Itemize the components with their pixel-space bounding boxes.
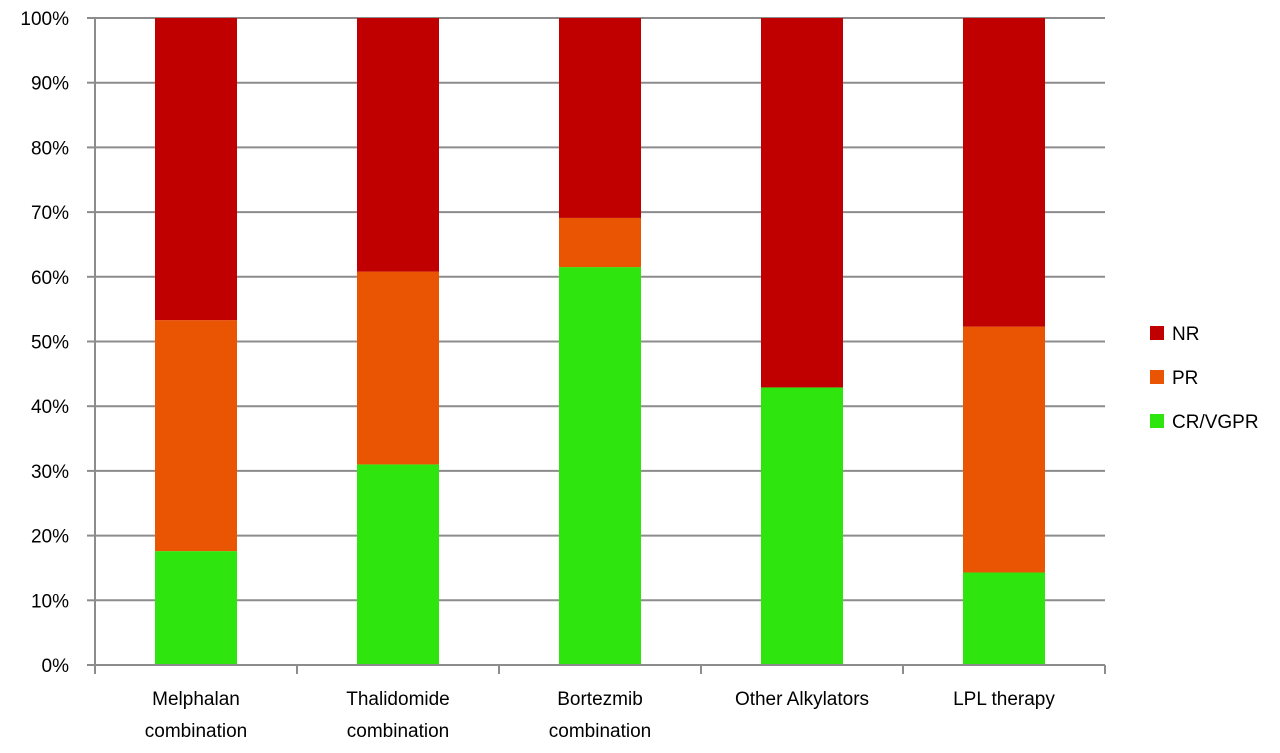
x-tick-label-thalidomide-combination: Thalidomide combination: [346, 689, 450, 742]
x-tick-label-lpl-therapy: LPL therapy: [953, 689, 1055, 710]
bar-pr-thalidomide-combination: [357, 271, 439, 465]
y-tick-label-20: 20%: [31, 527, 69, 548]
bar-nr-other-alkylators: [761, 18, 843, 388]
bar-cr-vgpr-lpl-therapy: [963, 572, 1045, 665]
bar-cr-vgpr-bortezmib-combination: [559, 267, 641, 665]
legend-label-pr: PR: [1172, 368, 1198, 389]
y-tick-label-60: 60%: [31, 268, 69, 289]
y-tick-label-70: 70%: [31, 203, 69, 224]
y-tick-label-10: 10%: [31, 591, 69, 612]
y-tick-label-90: 90%: [31, 74, 69, 95]
x-tick-label-other-alkylators: Other Alkylators: [735, 689, 869, 710]
y-tick-label-80: 80%: [31, 138, 69, 159]
y-tick-label-100: 100%: [20, 9, 69, 30]
bar-cr-vgpr-melphalan-combination: [155, 551, 237, 665]
legend-swatch-pr: [1150, 370, 1164, 384]
x-tick-label-bortezmib-combination: Bortezmib combination: [549, 689, 651, 742]
bar-pr-melphalan-combination: [155, 320, 237, 552]
bar-nr-thalidomide-combination: [357, 18, 439, 272]
y-tick-labels: 0% 10% 20% 30% 40% 50% 60% 70% 80% 90% 100%: [20, 9, 69, 677]
legend-label-cr-vgpr: CR/VGPR: [1172, 412, 1259, 433]
x-tick-labels: Melphalan combination Thalidomide combinati…: [145, 689, 1056, 742]
y-tick-label-30: 30%: [31, 462, 69, 483]
bar-pr-bortezmib-combination: [559, 217, 641, 268]
x-tick-label-melphalan-combination: Melphalan combination: [145, 689, 247, 742]
legend-swatch-nr: [1150, 326, 1164, 340]
bars-layer: [155, 18, 1045, 665]
y-tick-label-50: 50%: [31, 333, 69, 354]
y-tick-label-40: 40%: [31, 397, 69, 418]
legend: NR PR CR/VGPR: [1150, 324, 1259, 433]
bar-nr-lpl-therapy: [963, 18, 1045, 327]
legend-swatch-cr-vgpr: [1150, 414, 1164, 428]
bar-pr-lpl-therapy: [963, 326, 1045, 573]
bar-cr-vgpr-thalidomide-combination: [357, 464, 439, 665]
bar-nr-melphalan-combination: [155, 18, 237, 321]
bar-nr-bortezmib-combination: [559, 18, 641, 218]
legend-label-nr: NR: [1172, 324, 1199, 345]
bar-cr-vgpr-other-alkylators: [761, 387, 843, 665]
axis-layer: [94, 18, 1106, 674]
y-tick-label-0: 0%: [42, 656, 70, 677]
